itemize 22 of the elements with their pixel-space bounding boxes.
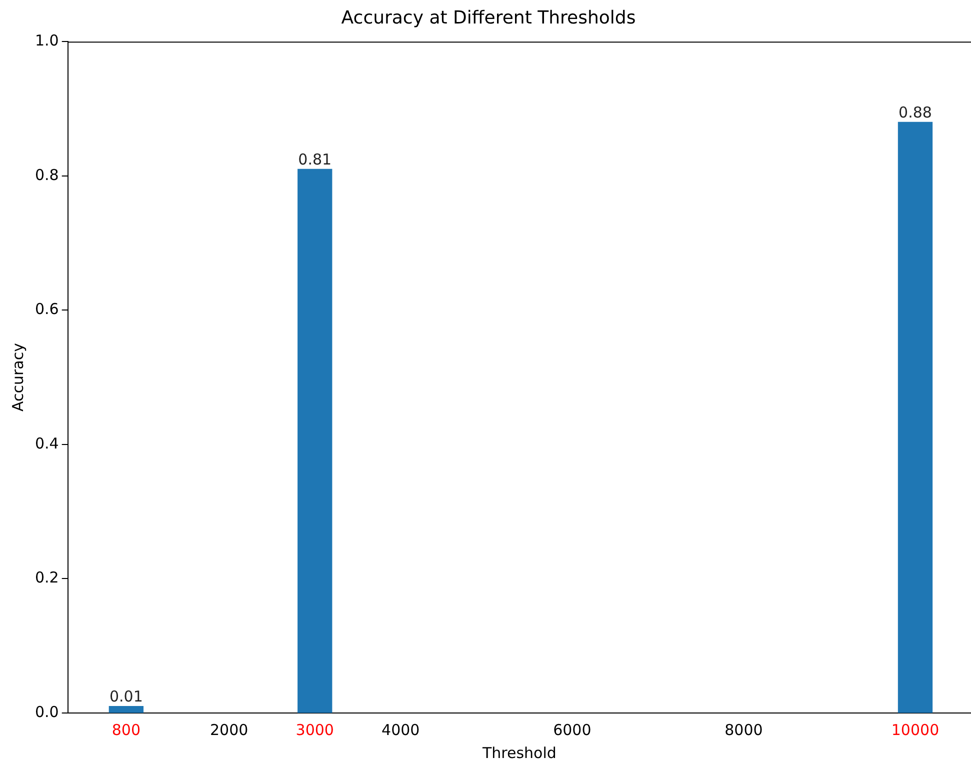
y-axis-title: Accuracy — [8, 342, 27, 412]
y-tick-label: 0.8 — [34, 166, 59, 184]
y-tick-label: 0.6 — [34, 300, 59, 318]
data-label: 0.81 — [298, 150, 332, 169]
x-axis-title: Threshold — [481, 744, 556, 762]
x-tick-label: 800 — [112, 720, 140, 739]
y-tick-label: 1.0 — [34, 31, 59, 50]
x-tick-label: 8000 — [724, 720, 763, 739]
x-tick-label: 6000 — [553, 720, 592, 739]
y-tick-label: 0.4 — [34, 434, 59, 452]
data-label: 0.88 — [898, 104, 932, 122]
x-tick-label: 2000 — [210, 720, 248, 739]
x-tick-label: 10000 — [891, 720, 940, 739]
y-tick-label: 0.0 — [34, 702, 59, 721]
data-label: 0.01 — [109, 688, 143, 706]
x-tick-label: 3000 — [296, 720, 334, 739]
bar — [298, 168, 332, 713]
y-tick-label: 0.2 — [34, 568, 59, 587]
chart-title: Accuracy at Different Thresholds — [341, 7, 636, 28]
x-tick-label: 4000 — [382, 720, 420, 739]
bar — [898, 122, 933, 713]
bar — [108, 706, 144, 713]
